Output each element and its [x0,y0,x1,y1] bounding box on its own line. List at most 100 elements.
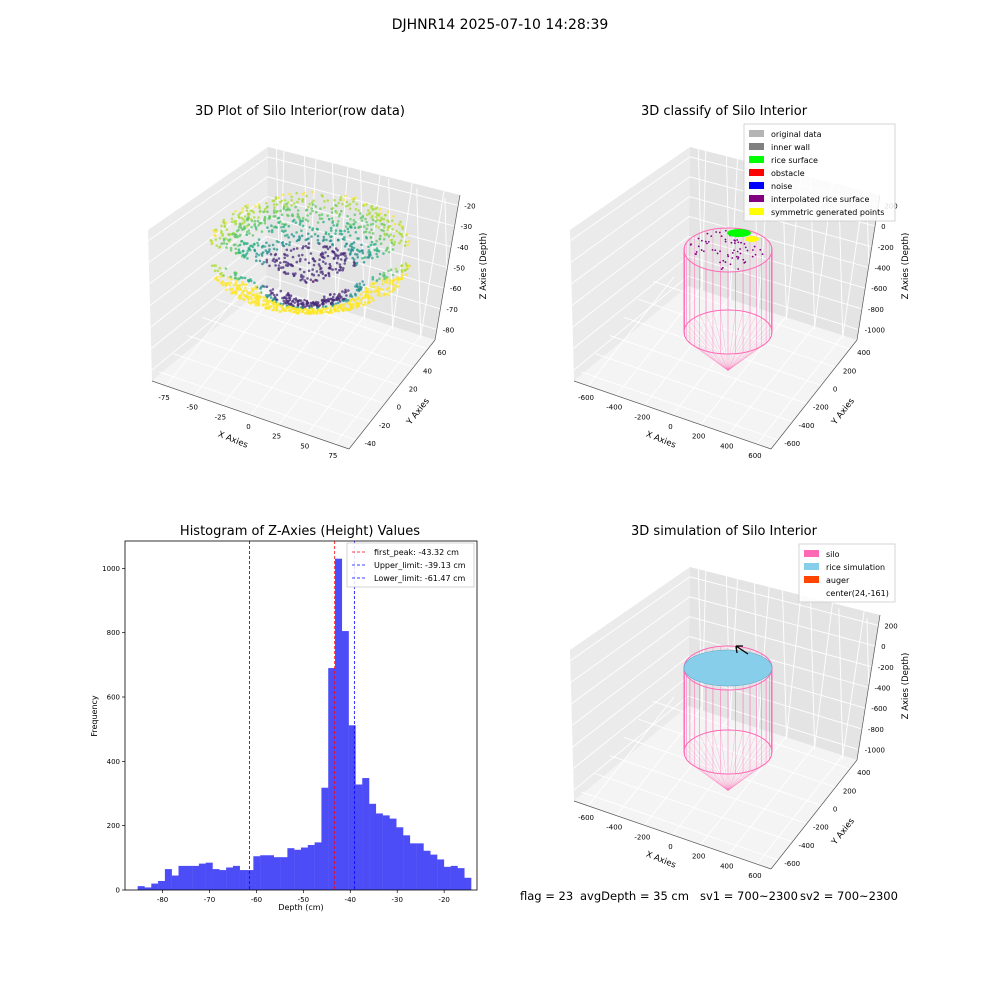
raw-point [313,232,317,236]
raw-point [232,283,236,287]
raw-point [399,224,403,228]
raw-point [277,240,280,244]
raw-point [294,205,297,209]
raw-point [334,247,338,250]
raw-point [238,283,242,287]
histogram-legend: first_peak: -43.32 cm Upper_limit: -39.13… [346,542,475,588]
raw-point [329,235,332,239]
classify-silo-cone [720,310,729,371]
classify-grid-x [644,296,731,406]
raw-point [370,216,373,219]
raw-point [356,237,359,240]
raw-grid-z [150,235,445,328]
raw-point [253,248,256,252]
raw-point [381,282,385,286]
raw-point [249,295,253,299]
raw-point [239,224,242,227]
raw-point [322,238,326,241]
raw-point [323,297,326,301]
raw-point [260,245,264,249]
raw-point [310,201,314,204]
raw-point [365,221,368,224]
raw-point [261,262,264,266]
raw-point [359,212,362,215]
raw-point [329,239,333,242]
simulation-x-tick: 600 [748,872,761,880]
raw-point [354,263,358,267]
raw-point [255,292,259,296]
classify-interpolated-point [697,237,700,240]
raw-point [321,252,325,256]
classify-interpolated-point [731,257,734,259]
raw-point [230,220,234,224]
classify-grid-x-wall [866,198,872,350]
raw-point [265,260,269,264]
raw-point [284,260,288,264]
raw-point [268,244,271,247]
raw-point [338,263,342,266]
simulation-y-tick: 0 [833,805,837,813]
simulation-z-tick: 200 [884,622,897,630]
raw-x-axis-line [151,380,350,450]
simulation-grid-y [638,718,836,788]
raw-point [237,244,240,248]
raw-point [282,299,286,303]
raw-point [381,274,385,277]
raw-point [312,199,315,202]
simulation-z-tick: 0 [881,643,885,651]
raw-point [223,222,226,225]
raw-point [347,299,350,302]
raw-point [366,293,369,296]
raw-point [400,264,404,267]
raw-point [369,223,373,226]
raw-point [243,276,247,280]
raw-point [330,311,333,315]
raw-point [301,301,305,305]
raw-point [400,269,404,272]
raw-point [392,242,396,246]
histogram-bar [335,558,343,890]
histogram-bar [396,827,404,890]
classify-interpolated-point [719,250,721,253]
classify-legend-swatch [749,156,764,163]
raw-point [281,222,284,226]
raw-point [247,298,250,301]
classify-interpolated-point [746,249,749,252]
raw-point [305,209,308,212]
raw-point [391,273,395,277]
histogram-bar [151,883,159,890]
raw-point [275,210,278,214]
simulation-silo-cone [727,744,770,791]
simulation-grid-x-wall [725,569,731,721]
raw-point [338,232,342,236]
raw-point [368,211,372,215]
raw-point [273,215,277,218]
raw-point [253,216,256,219]
raw-point [271,243,275,247]
classify-x-tick: -400 [606,404,622,412]
raw-point [311,228,314,232]
raw-point [307,309,311,313]
classify-silo-cone [686,324,729,371]
raw-point [321,195,324,198]
simulation-grid-y [652,700,850,770]
raw-point [273,209,276,212]
raw-point [380,228,383,232]
raw-point [271,199,275,203]
raw-point [380,216,383,220]
raw-point [291,310,295,314]
raw-point [329,267,332,270]
raw-point [305,299,309,303]
raw-point [307,205,310,209]
raw-point [345,222,349,225]
raw-point [378,207,382,211]
raw-point [344,288,347,292]
histogram-x-tick-label: -70 [204,896,215,904]
raw-point [297,254,301,257]
raw-point [348,225,352,229]
raw-y-tick: 40 [423,367,432,375]
raw-point [236,286,239,289]
raw-point [338,304,342,308]
raw-point [344,254,347,258]
simulation-legend-label: auger [826,576,850,585]
